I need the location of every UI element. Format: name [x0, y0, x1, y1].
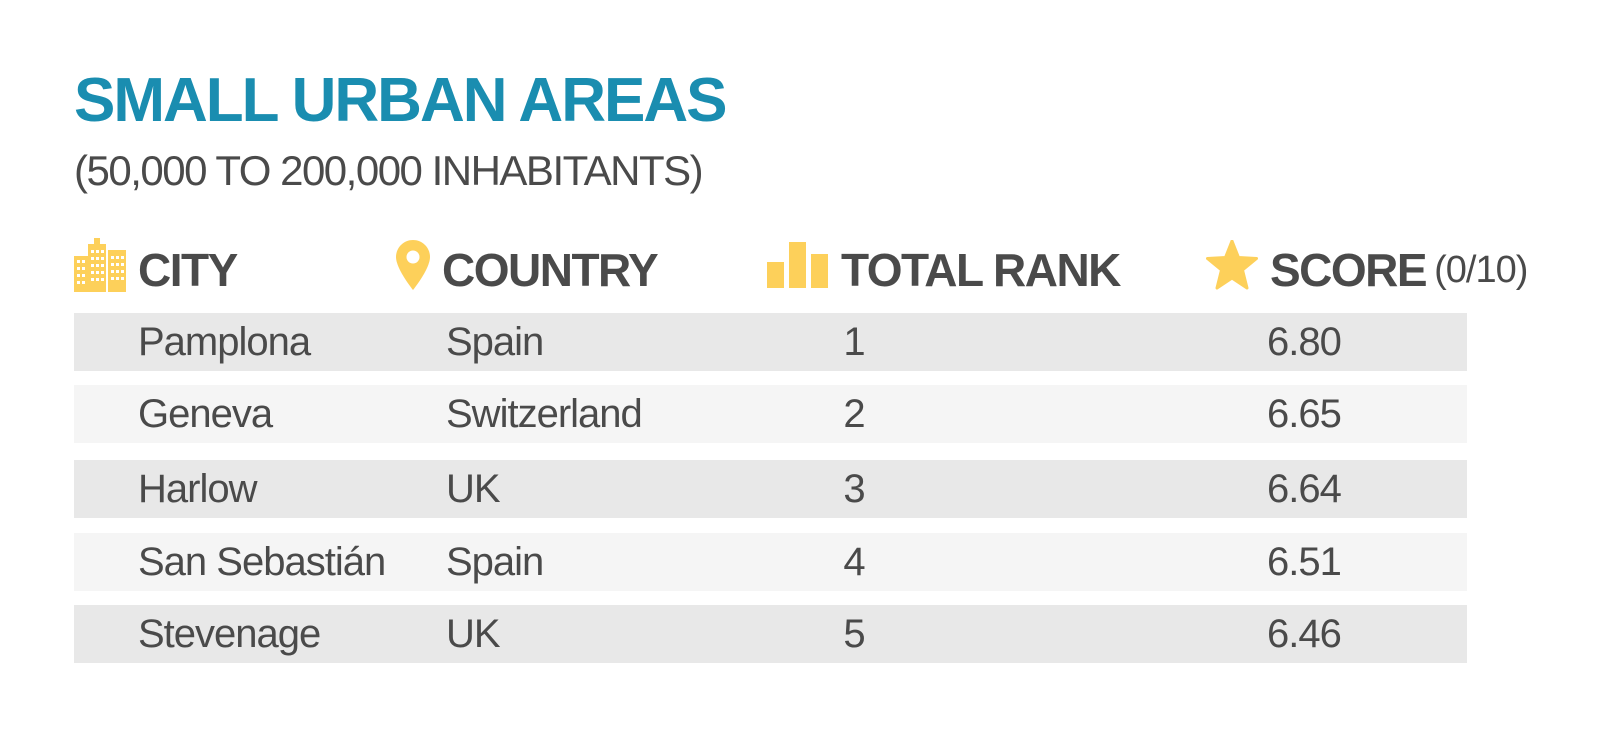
row-city: Pamplona: [138, 319, 311, 364]
page-subtitle: (50,000 TO 200,000 INHABITANTS): [74, 147, 704, 194]
row-city: Geneva: [138, 391, 273, 436]
header-city: CITY: [74, 237, 238, 303]
row-country: Spain: [446, 319, 544, 364]
row-country: Spain: [446, 539, 544, 584]
row-score: 6.64: [1267, 466, 1342, 511]
row-rank: 2: [843, 391, 865, 436]
page-title: SMALL URBAN AREAS: [74, 66, 727, 135]
row-rank: 4: [843, 539, 865, 584]
table-row: Harlow UK 3 6.64: [74, 460, 1467, 518]
row-city: Harlow: [138, 466, 257, 511]
table-row: San Sebastián Spain 4 6.51: [74, 533, 1467, 591]
row-country: UK: [446, 611, 501, 656]
header-country-label: COUNTRY: [442, 244, 659, 296]
header-city-label: CITY: [138, 244, 238, 296]
row-country: UK: [446, 466, 501, 511]
row-rank: 5: [843, 611, 865, 656]
row-city: Stevenage: [138, 611, 321, 656]
row-rank: 1: [843, 319, 865, 364]
header-score-suffix: (0/10): [1434, 248, 1528, 291]
row-score: 6.51: [1267, 539, 1342, 584]
header-rank-label: TOTAL RANK: [841, 244, 1121, 296]
row-score: 6.65: [1267, 391, 1342, 436]
row-score: 6.46: [1267, 611, 1342, 656]
header-score: SCORE (0/10): [1206, 239, 1528, 301]
row-score: 6.80: [1267, 319, 1342, 364]
table-row: Stevenage UK 5 6.46: [74, 605, 1467, 663]
star-icon: [1206, 239, 1258, 301]
row-city: San Sebastián: [138, 539, 386, 584]
location-pin-icon: [396, 239, 430, 301]
header-country: COUNTRY: [396, 239, 659, 301]
table-row: Pamplona Spain 1 6.80: [74, 313, 1467, 371]
row-rank: 3: [843, 466, 865, 511]
table-row: Geneva Switzerland 2 6.65: [74, 385, 1467, 443]
header-score-label: SCORE: [1270, 244, 1428, 296]
header-rank: TOTAL RANK: [767, 240, 1121, 300]
bar-chart-icon: [767, 241, 829, 299]
buildings-icon: [74, 237, 126, 303]
row-country: Switzerland: [446, 391, 643, 436]
